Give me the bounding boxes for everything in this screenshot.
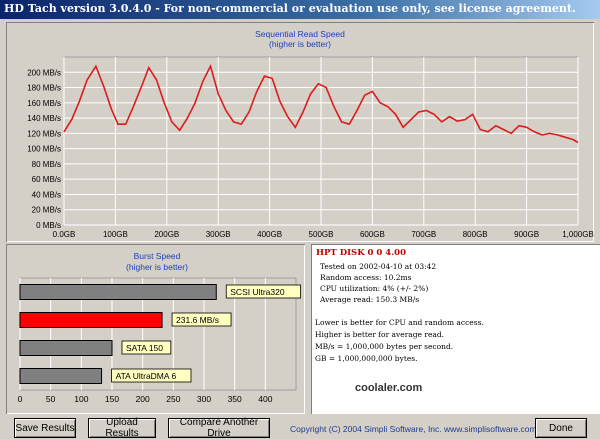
seq-read-series-line: [63, 64, 579, 144]
burst-x-tick-label: 100: [74, 394, 88, 404]
seq-y-tick-label: 40 MB/s: [32, 190, 61, 199]
seq-x-tick-label: 600GB: [360, 230, 385, 239]
cpu-utilization-text: CPU utilization: 4% (+/- 2%): [320, 284, 429, 293]
seq-y-tick-label: 140 MB/s: [27, 114, 61, 123]
random-access-text: Random access: 10.2ms: [320, 273, 412, 282]
seq-x-tick-label: 1,000GB: [562, 230, 594, 239]
seq-x-tick-label: 100GB: [103, 230, 128, 239]
seq-chart-title: Sequential Read Speed: [255, 29, 345, 39]
burst-chart-title: Burst Speed: [134, 251, 181, 261]
burst-bar-label: 231.6 MB/s: [176, 315, 219, 325]
window-title: HD Tach version 3.0.4.0 - For non-commer…: [4, 2, 576, 15]
seq-y-tick-label: 180 MB/s: [27, 84, 61, 93]
burst-label-box: [111, 368, 192, 383]
burst-bar-label: ATA UltraDMA 6: [116, 371, 177, 381]
disk-name: HPT DISK 0 0 4.00: [316, 248, 406, 258]
burst-chart-subtitle: (higher is better): [126, 262, 188, 272]
seq-x-tick-label: 500GB: [309, 230, 334, 239]
burst-label-box: [225, 284, 301, 299]
burst-bar: [19, 284, 217, 300]
burst-bar: [19, 368, 103, 384]
seq-y-tick-label: 20 MB/s: [32, 206, 61, 215]
sequential-read-panel: Sequential Read Speed (higher is better)…: [6, 22, 594, 242]
burst-x-tick-label: 50: [46, 394, 56, 404]
sequential-read-chart: Sequential Read Speed (higher is better)…: [27, 29, 594, 239]
seq-y-tick-label: 200 MB/s: [27, 68, 61, 77]
seq-y-tick-label: 60 MB/s: [32, 175, 61, 184]
seq-x-tick-label: 800GB: [463, 230, 488, 239]
seq-x-tick-label: 300GB: [206, 230, 231, 239]
results-info-box: HPT DISK 0 0 4.00 Tested on 2002-04-10 a…: [311, 244, 600, 414]
note-mbps-definition: MB/s = 1,000,000 bytes per second.: [315, 342, 454, 351]
compare-drive-button[interactable]: Compare Another Drive: [168, 417, 270, 439]
note-higher-better: Higher is better for average read.: [315, 330, 445, 339]
seq-x-tick-label: 0.0GB: [53, 230, 76, 239]
seq-chart-subtitle: (higher is better): [269, 39, 331, 49]
burst-speed-panel: Burst Speed (higher is better) SCSI Ultr…: [6, 244, 305, 414]
burst-x-tick-label: 250: [166, 394, 180, 404]
done-button[interactable]: Done: [535, 418, 587, 438]
burst-bar-label: SATA 150: [126, 343, 163, 353]
average-read-text: Average read: 150.3 MB/s: [320, 295, 420, 304]
burst-label-box: [121, 340, 172, 355]
upload-results-button[interactable]: Upload Results: [88, 417, 156, 439]
burst-speed-chart: Burst Speed (higher is better) SCSI Ultr…: [18, 251, 301, 404]
title-bar: HD Tach version 3.0.4.0 - For non-commer…: [0, 0, 600, 19]
seq-x-tick-label: 400GB: [257, 230, 282, 239]
burst-x-tick-label: 200: [136, 394, 150, 404]
burst-bar-label: SCSI Ultra320: [230, 287, 285, 297]
note-lower-better: Lower is better for CPU and random acces…: [315, 318, 484, 327]
burst-bar: [19, 312, 163, 328]
watermark-text: coolaler.com: [355, 382, 423, 394]
burst-x-tick-label: 350: [228, 394, 242, 404]
seq-x-tick-label: 700GB: [411, 230, 436, 239]
burst-bar: [19, 340, 113, 356]
seq-y-tick-label: 0 MB/s: [36, 221, 61, 230]
burst-label-box: [171, 312, 232, 327]
burst-x-tick-label: 150: [105, 394, 119, 404]
burst-x-tick-label: 300: [197, 394, 211, 404]
seq-y-tick-label: 80 MB/s: [32, 160, 61, 169]
seq-y-tick-label: 120 MB/s: [27, 129, 61, 138]
burst-x-tick-label: 400: [258, 394, 272, 404]
note-gb-definition: GB = 1,000,000,000 bytes.: [315, 354, 418, 363]
seq-y-tick-label: 100 MB/s: [27, 145, 61, 154]
seq-x-tick-label: 900GB: [514, 230, 539, 239]
seq-y-tick-label: 160 MB/s: [27, 99, 61, 108]
seq-x-tick-label: 200GB: [154, 230, 179, 239]
save-results-button[interactable]: Save Results: [14, 418, 76, 438]
burst-x-tick-label: 0: [18, 394, 23, 404]
tested-on-text: Tested on 2002-04-10 at 03:42: [320, 262, 437, 271]
copyright-text[interactable]: Copyright (C) 2004 Simpli Software, Inc.…: [290, 424, 537, 434]
